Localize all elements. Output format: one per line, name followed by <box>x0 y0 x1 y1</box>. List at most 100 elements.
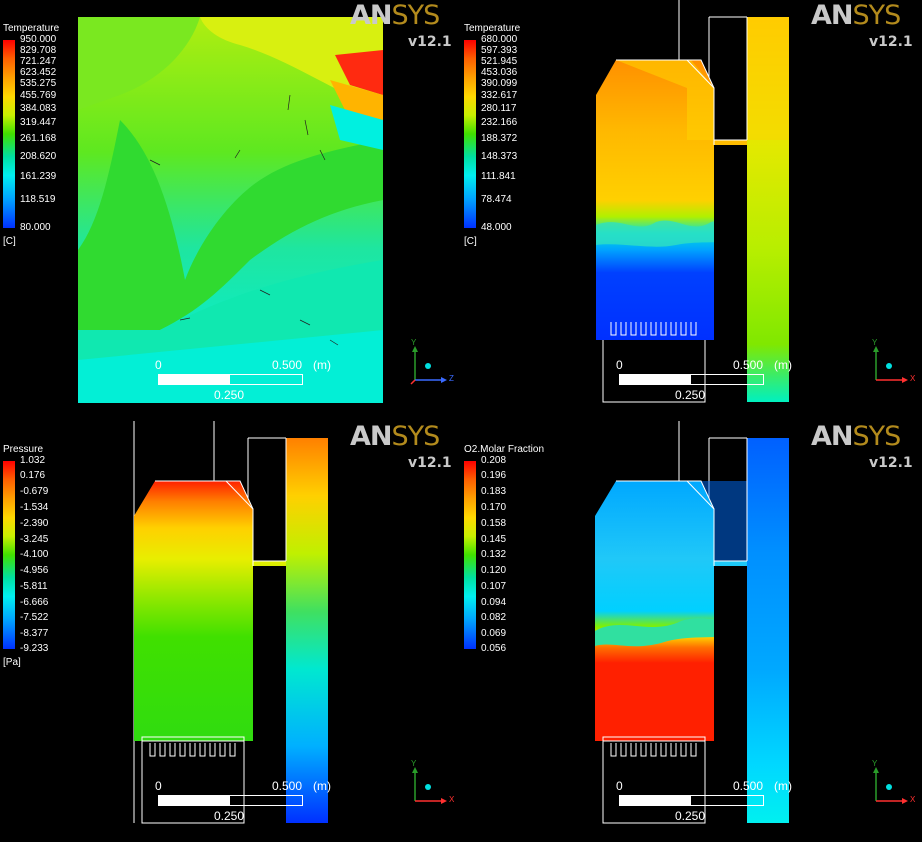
tick-label: 332.617 <box>481 90 518 101</box>
tick-label: -6.666 <box>20 597 49 608</box>
axis-triad <box>873 767 908 804</box>
scale-max: 0.500 <box>272 779 303 793</box>
tick-label: 280.117 <box>481 103 517 114</box>
axis-right-label: Z <box>449 374 454 383</box>
colorbar-ticks: 1.032 0.176 -0.679 -1.534 -2.390 -3.245 … <box>20 456 80 656</box>
scale-min: 0 <box>155 779 162 793</box>
tick-label: 0.069 <box>481 628 507 639</box>
colorbar <box>464 461 476 649</box>
panel-o2-front: O2.Molar Fraction 0.208 0.196 0.183 0.17… <box>461 421 922 842</box>
tick-label: 0.196 <box>481 470 507 481</box>
tick-label: 148.373 <box>481 151 518 162</box>
scale-bar-graphic <box>619 374 764 385</box>
tick-label: -1.534 <box>20 502 49 513</box>
tick-label: 0.120 <box>481 565 507 576</box>
axis-triad <box>410 346 447 385</box>
tick-label: 453.036 <box>481 67 518 78</box>
tick-label: 390.099 <box>481 78 518 89</box>
scale-bar-graphic <box>619 795 764 806</box>
axis-up-label: Y <box>872 338 878 347</box>
ansys-logo-an: AN <box>811 421 853 452</box>
tick-label: 950.000 <box>20 34 57 45</box>
tick-label: 48.000 <box>481 222 512 233</box>
ansys-logo-sys: SYS <box>391 421 441 452</box>
tick-label: 161.239 <box>20 171 57 182</box>
scale-unit: (m) <box>313 779 331 793</box>
ansys-logo: ANSYS <box>811 0 902 31</box>
legend-unit: [C] <box>464 236 477 247</box>
tick-label: 384.083 <box>20 103 57 114</box>
o2-front-contour <box>595 421 789 824</box>
temperature-front-contour <box>596 0 789 403</box>
ansys-logo: ANSYS <box>350 421 441 452</box>
tick-label: -4.100 <box>20 549 49 560</box>
scale-max: 0.500 <box>272 358 303 372</box>
tick-label: 111.841 <box>481 171 516 182</box>
tick-label: 232.166 <box>481 117 518 128</box>
legend-title: Temperature <box>464 23 521 34</box>
scale-bar-graphic <box>158 374 303 385</box>
scale-unit: (m) <box>774 358 792 372</box>
legend-title: O2.Molar Fraction <box>464 444 545 455</box>
scale-min: 0 <box>616 358 623 372</box>
tick-label: 623.452 <box>20 67 57 78</box>
ansys-logo-sys: SYS <box>852 0 902 31</box>
axis-up-label: Y <box>872 759 878 768</box>
tick-label: -5.811 <box>20 581 48 592</box>
tick-label: 208.620 <box>20 151 57 162</box>
colorbar-ticks: 950.000 829.708 721.247 623.452 535.275 … <box>20 35 80 235</box>
tick-label: 535.275 <box>20 78 57 89</box>
tick-label: -4.956 <box>20 565 49 576</box>
legend-unit: [C] <box>3 236 16 247</box>
scale-max: 0.500 <box>733 779 764 793</box>
version-label: v12.1 <box>869 455 913 471</box>
tick-label: 0.170 <box>481 502 507 513</box>
tick-label: -8.377 <box>20 628 49 639</box>
axis-right-label: X <box>449 795 455 804</box>
tick-label: 261.168 <box>20 133 57 144</box>
scale-bar-graphic <box>158 795 303 806</box>
pressure-front-contour <box>133 421 328 824</box>
scale-mid: 0.250 <box>675 809 706 823</box>
ansys-logo-sys: SYS <box>852 421 902 452</box>
tick-label: 0.208 <box>481 455 507 466</box>
scale-unit: (m) <box>313 358 331 372</box>
tick-label: 0.056 <box>481 643 507 654</box>
axis-triad <box>873 346 908 383</box>
tick-label: 680.000 <box>481 34 518 45</box>
tick-label: 0.107 <box>481 581 507 592</box>
tick-label: 0.145 <box>481 534 507 545</box>
scale-min: 0 <box>155 358 162 372</box>
ansys-logo-an: AN <box>350 0 392 31</box>
scale-max: 0.500 <box>733 358 764 372</box>
legend-title: Temperature <box>3 23 60 34</box>
tick-label: 319.447 <box>20 117 57 128</box>
tick-label: 0.176 <box>20 470 46 481</box>
tick-label: 0.082 <box>481 612 507 623</box>
tick-label: 118.519 <box>20 194 56 205</box>
scale-mid: 0.250 <box>214 809 245 823</box>
ansys-logo: ANSYS <box>811 421 902 452</box>
version-label: v12.1 <box>408 455 452 471</box>
axis-up-label: Y <box>411 338 417 347</box>
tick-label: 521.945 <box>481 56 518 67</box>
colorbar-ticks: 680.000 597.393 521.945 453.036 390.099 … <box>481 35 541 235</box>
axis-right-label: X <box>910 795 916 804</box>
legend-title: Pressure <box>3 444 44 455</box>
axis-triad <box>412 767 447 804</box>
scale-mid: 0.250 <box>214 388 245 402</box>
tick-label: -9.233 <box>20 643 49 654</box>
colorbar <box>464 40 476 228</box>
tick-label: 455.769 <box>20 90 57 101</box>
tick-label: 188.372 <box>481 133 518 144</box>
scale-min: 0 <box>616 779 623 793</box>
tick-label: -3.245 <box>20 534 49 545</box>
scale-unit: (m) <box>774 779 792 793</box>
colorbar <box>3 461 15 649</box>
tick-label: 1.032 <box>20 455 46 466</box>
tick-label: 78.474 <box>481 194 512 205</box>
tick-label: 829.708 <box>20 45 57 56</box>
ansys-logo-an: AN <box>350 421 392 452</box>
tick-label: 721.247 <box>20 56 57 67</box>
tick-label: 0.158 <box>481 518 507 529</box>
